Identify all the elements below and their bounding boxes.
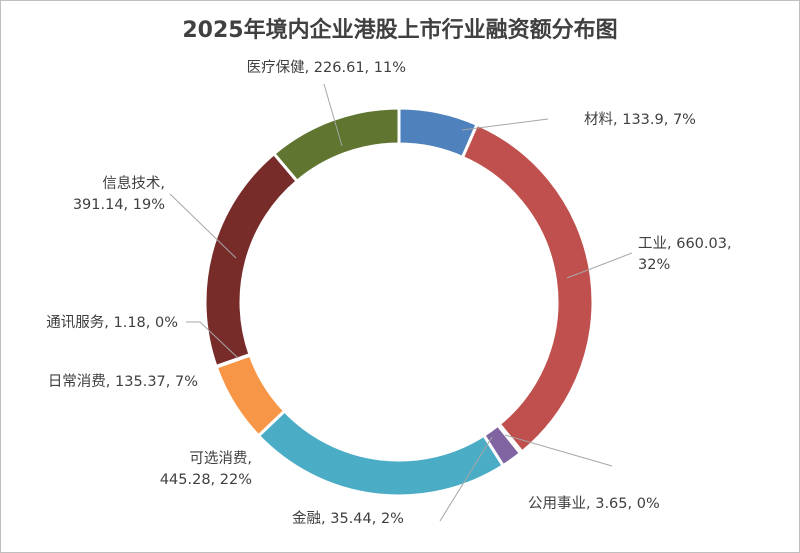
data-label-日常消费: 日常消费, 135.37, 7% bbox=[48, 373, 198, 390]
data-label-工业: 工业, 660.03, 32% bbox=[638, 235, 732, 273]
leader-line-公用事业 bbox=[504, 434, 613, 467]
data-label-可选消费: 可选消费, 445.28, 22% bbox=[160, 450, 252, 488]
leader-line-信息技术 bbox=[169, 193, 237, 259]
data-label-材料: 材料, 133.9, 7% bbox=[584, 111, 696, 128]
slice-信息技术[interactable] bbox=[203, 151, 300, 369]
leader-line-工业 bbox=[566, 252, 633, 279]
data-label-金融: 金融, 35.44, 2% bbox=[292, 510, 404, 527]
leader-line-医疗保健 bbox=[323, 83, 343, 147]
leader-line-通讯服务 bbox=[186, 321, 239, 359]
chart-title: 2025年境内企业港股上市行业融资额分布图 bbox=[182, 18, 618, 43]
slice-医疗保健[interactable] bbox=[271, 106, 401, 184]
slice-工业[interactable] bbox=[460, 122, 595, 455]
slice-可选消费[interactable] bbox=[256, 408, 506, 498]
data-label-信息技术: 信息技术, 391.14, 19% bbox=[73, 175, 165, 213]
leader-line-金融 bbox=[439, 436, 493, 522]
leader-line-材料 bbox=[461, 118, 549, 131]
data-label-通讯服务: 通讯服务, 1.18, 0% bbox=[46, 314, 178, 331]
data-label-医疗保健: 医疗保健, 226.61, 11% bbox=[247, 59, 406, 76]
data-label-公用事业: 公用事业, 3.65, 0% bbox=[528, 495, 660, 512]
